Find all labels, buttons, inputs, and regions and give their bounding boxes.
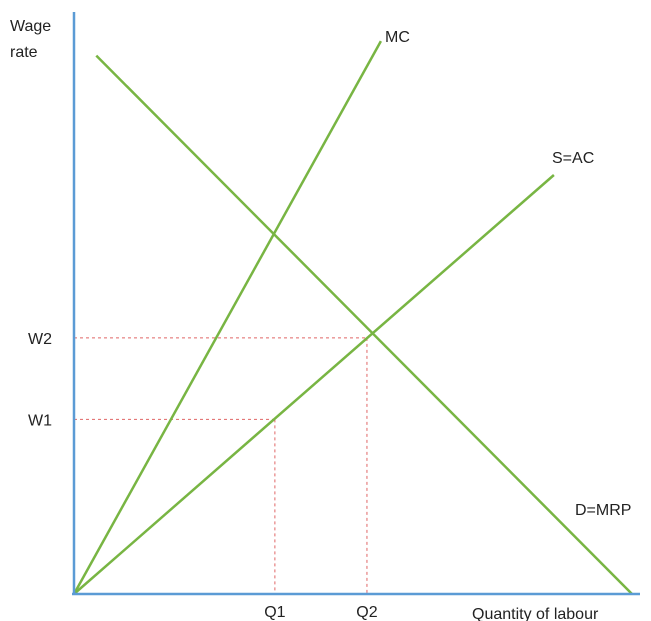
series-lines — [72, 40, 633, 595]
tick-labels: Q1 Q2 W1 W2 — [28, 331, 378, 621]
series-label-s-ac: S=AC — [552, 150, 594, 167]
y-axis-label-line-2: rate — [10, 44, 38, 61]
guide-lines — [74, 337, 368, 594]
x-tick-label-q2: Q2 — [356, 604, 377, 621]
series-label-mc: MC — [385, 29, 410, 46]
x-tick-label-q1: Q1 — [264, 604, 285, 621]
series-line-s-ac — [73, 174, 555, 595]
series-line-d-mrp — [95, 54, 633, 595]
x-axis-label: Quantity of labour — [472, 606, 599, 621]
series-label-d-mrp: D=MRP — [575, 502, 631, 519]
y-tick-label-w1: W1 — [28, 412, 52, 429]
series-labels: MC S=AC D=MRP — [385, 29, 631, 519]
y-tick-label-w2: W2 — [28, 331, 52, 348]
series-line-mc — [72, 40, 382, 595]
y-axis-label-line-1: Wage — [10, 18, 51, 35]
